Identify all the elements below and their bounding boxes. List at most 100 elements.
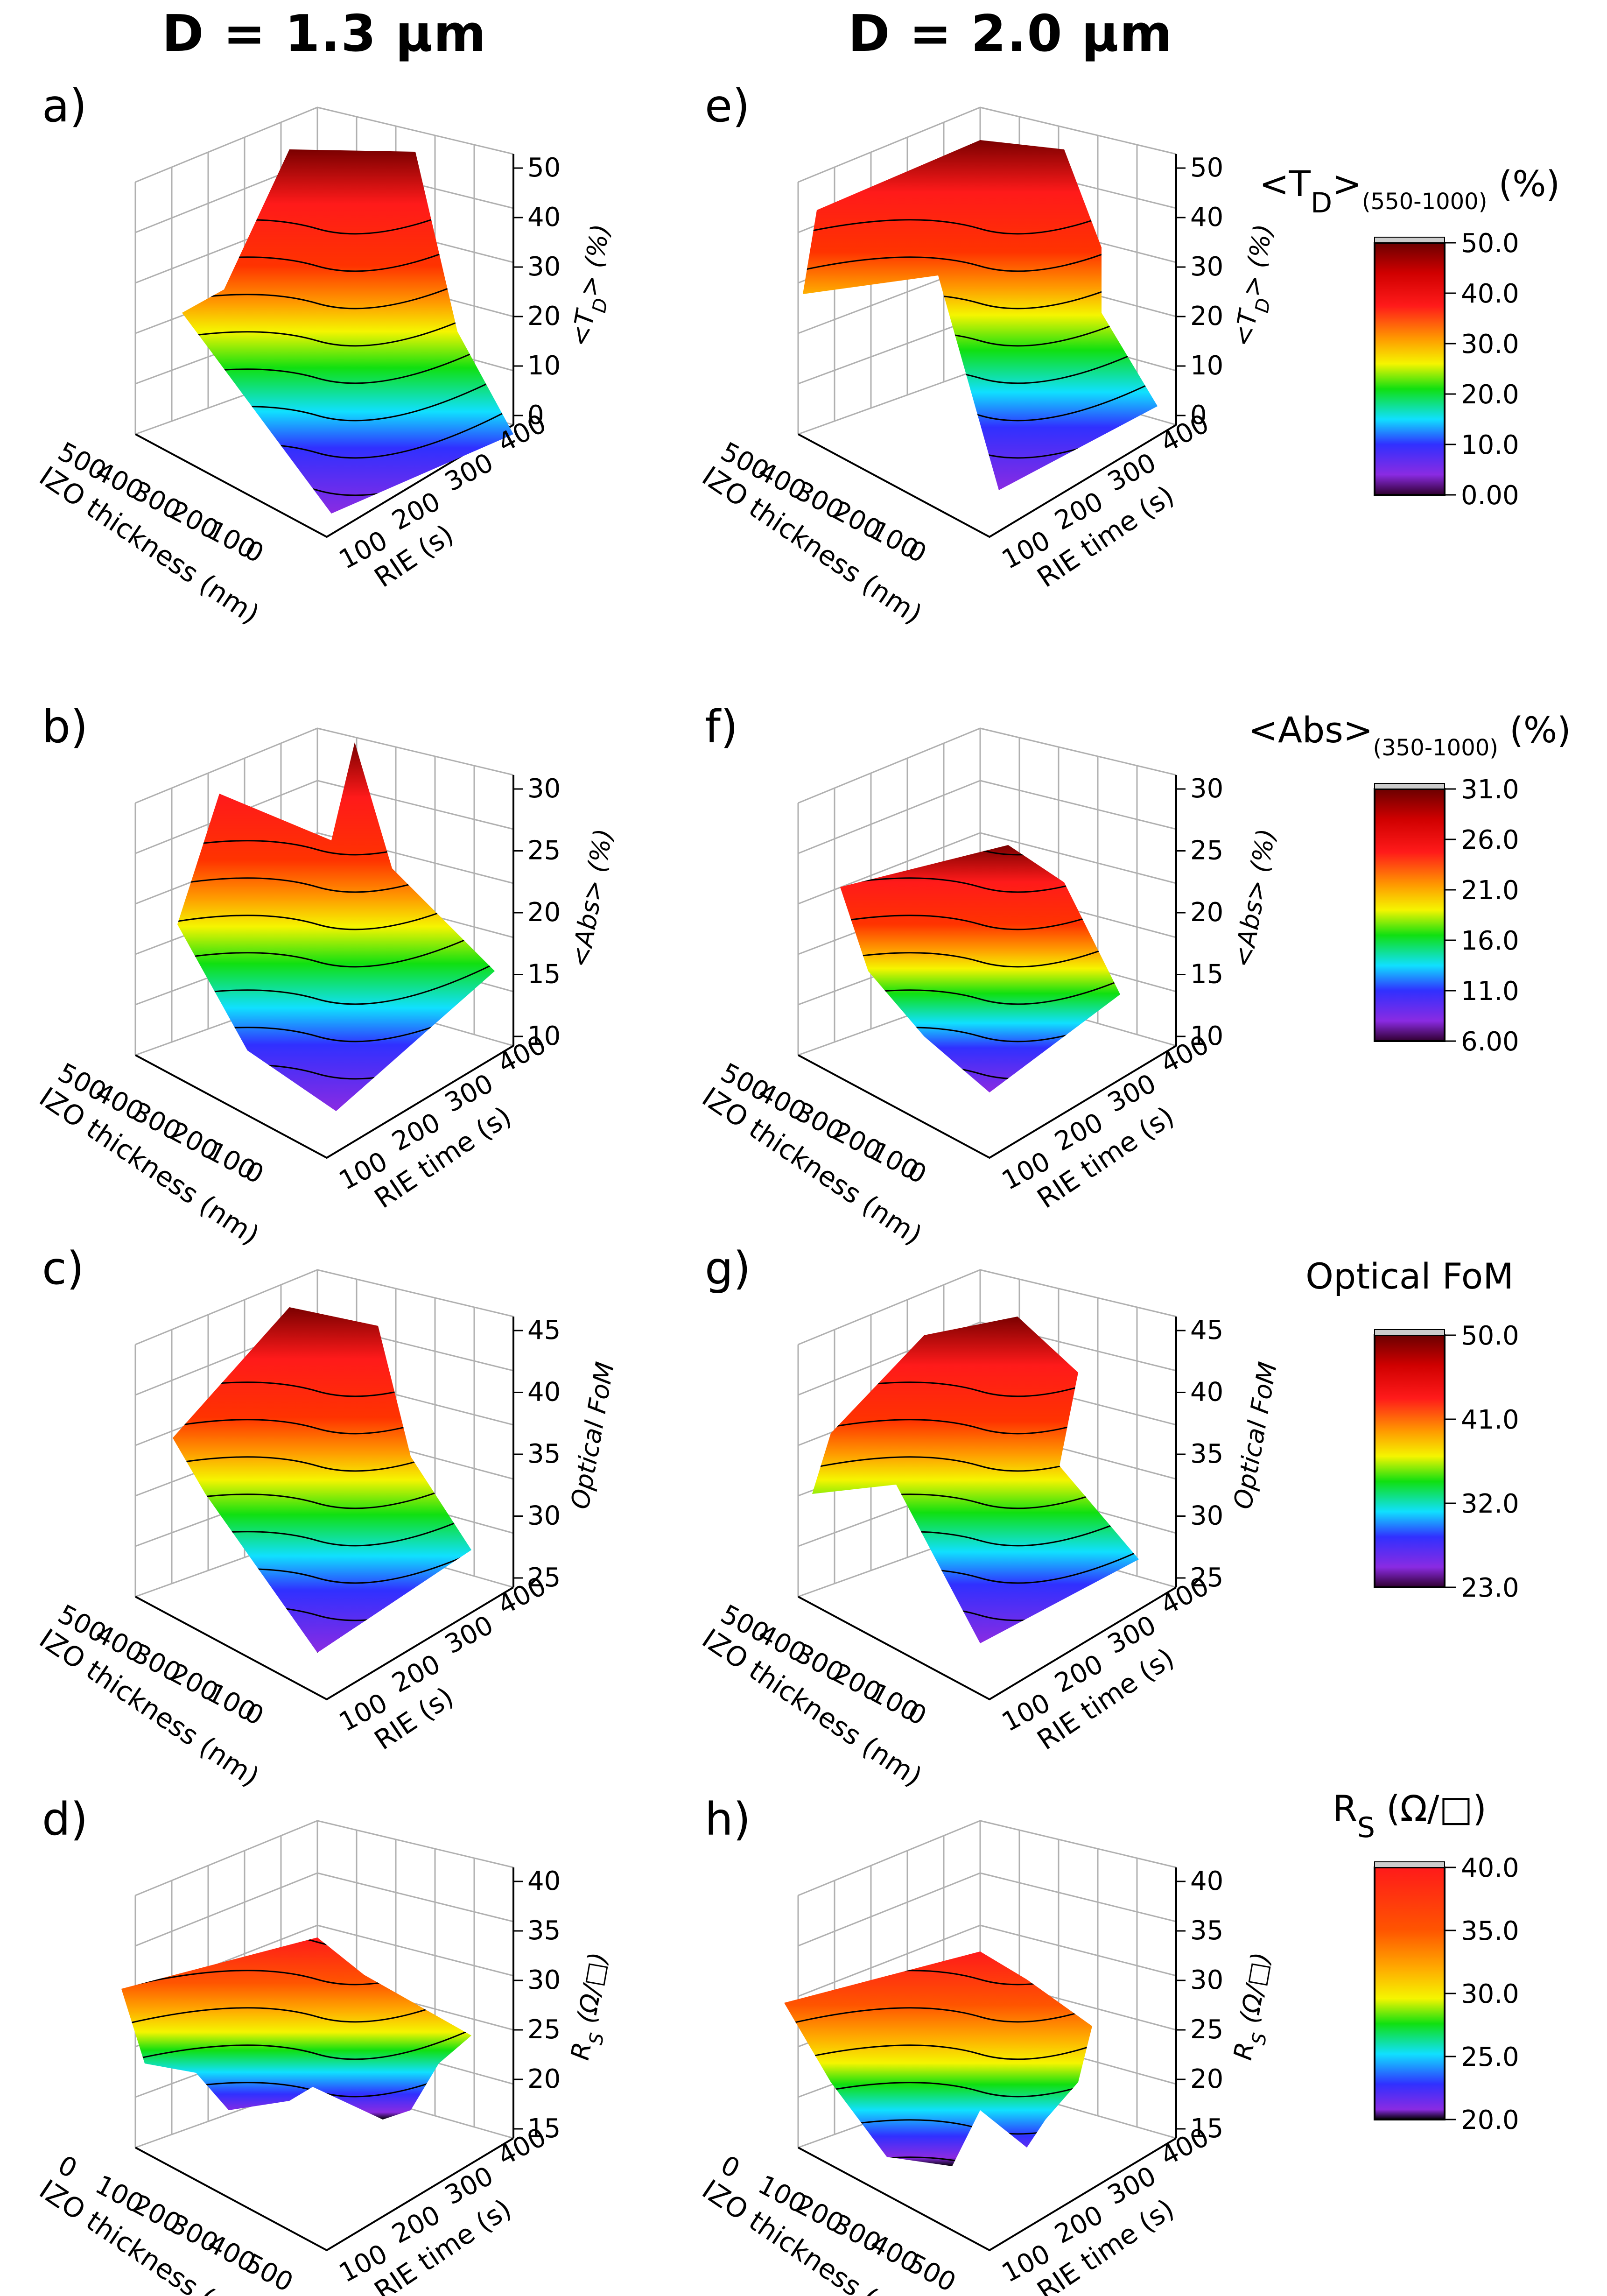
- z-axis-label: <TD> (%): [1228, 222, 1288, 350]
- colorbar-tick-label: 20.0: [1461, 380, 1519, 410]
- floor-axes: [135, 1045, 514, 1159]
- colorbar-tick-label: 30.0: [1461, 1979, 1519, 2009]
- colorbar-0: 50.0 40.0 30.0 20.0 10.0 0.00 <TD>(550-1000) (…: [1259, 163, 1560, 511]
- panel-label: b): [42, 701, 88, 753]
- colorbar-cap: [1374, 783, 1445, 789]
- z-tick-label: 40: [1190, 1377, 1223, 1408]
- z-tick-label: 20: [1190, 897, 1223, 928]
- grid-line: [798, 1872, 981, 1947]
- floor-axes: [135, 2137, 514, 2252]
- axis-lines: [135, 1867, 514, 2252]
- panel-label: c): [42, 1242, 84, 1295]
- grid-line: [317, 1872, 514, 1923]
- panel-label: e): [705, 80, 750, 132]
- floor-axes: [798, 1045, 1177, 1159]
- y-tick-label: 300: [440, 1610, 498, 1660]
- colorbar-title: RS (Ω/□): [1333, 1788, 1487, 1844]
- y-axis-label: RIE time (s): [1032, 2193, 1180, 2296]
- z-tick-label: 45: [527, 1315, 561, 1345]
- z-tick-label: 0: [1190, 400, 1207, 430]
- y-axis-label: RIE time (s): [1032, 479, 1180, 594]
- colorbar-title: <Abs>(350-1000) (%): [1248, 709, 1571, 761]
- colorbar-tick-label: 23.0: [1461, 1573, 1519, 1603]
- colorbar-title: <TD>(550-1000) (%): [1259, 163, 1560, 219]
- z-tick-label: 25: [1190, 2014, 1223, 2045]
- axis-lines: [798, 1867, 1177, 2252]
- colorbar-gradient: [1374, 1334, 1446, 1588]
- colorbar-tick-label: 40.0: [1461, 279, 1519, 309]
- surface: [173, 1307, 471, 1653]
- z-tick-label: 15: [527, 2113, 561, 2144]
- z-tick-label: 50: [1190, 153, 1223, 183]
- colorbar-cap: [1374, 1329, 1445, 1336]
- floor-axes: [798, 424, 1177, 538]
- contour-line: [784, 1955, 1092, 2032]
- colorbar-tick-label: 32.0: [1461, 1489, 1519, 1519]
- z-tick-label: 10: [527, 1021, 561, 1051]
- contour-line: [784, 1993, 1092, 2069]
- z-tick-label: 30: [1190, 252, 1223, 282]
- floor-axes: [798, 1586, 1177, 1701]
- axis-lines: [798, 775, 1177, 1159]
- colorbar-gradient: [1374, 1866, 1446, 2120]
- axis-lines: [135, 775, 514, 1159]
- surface: [121, 1937, 471, 2120]
- colorbar-tick-label: 35.0: [1461, 1916, 1519, 1946]
- grid-line: [980, 832, 1177, 884]
- z-tick-label: 20: [1190, 2064, 1223, 2094]
- colorbar-tick-label: 16.0: [1461, 926, 1519, 956]
- surface: [177, 742, 495, 1111]
- colorbar-tick-label: 6.00: [1461, 1027, 1519, 1057]
- column-title-d13: D = 1.3 µm: [161, 5, 487, 63]
- z-tick-label: 25: [527, 1563, 561, 1593]
- panel-label: g): [705, 1242, 751, 1295]
- z-tick-label: 25: [527, 2014, 561, 2045]
- z-tick-label: 45: [1190, 1315, 1223, 1345]
- panel-label: d): [42, 1793, 88, 1845]
- contour-line: [121, 1993, 471, 2069]
- y-axis-label: RIE time (s): [1032, 1642, 1180, 1756]
- colorbar-cap: [1374, 1861, 1445, 1868]
- z-tick-label: 30: [527, 252, 561, 282]
- colorbar-1: 31.0 26.0 21.0 16.0 11.0 6.00 <Abs>(350-1000) …: [1248, 709, 1571, 1057]
- colorbar-tick-label: 50.0: [1461, 1321, 1519, 1351]
- surface: [812, 1317, 1139, 1643]
- z-tick-label: 20: [1190, 301, 1223, 331]
- colorbar-tick-label: 30.0: [1461, 329, 1519, 359]
- z-tick-label: 35: [1190, 1439, 1223, 1469]
- z-axis-label: <TD> (%): [565, 222, 625, 350]
- colorbar-tick-label: 0.00: [1461, 480, 1519, 511]
- z-tick-label: 15: [527, 959, 561, 990]
- x-axis-label: IZO thickness (nm): [34, 2173, 265, 2296]
- z-tick-label: 25: [527, 836, 561, 866]
- grid-line: [980, 1924, 1177, 1977]
- grid-line: [798, 1924, 981, 1997]
- surface: [803, 140, 1158, 490]
- panel-label: f): [705, 701, 738, 753]
- x-axis-label: IZO thickness (nm): [696, 2173, 928, 2296]
- grid-line: [980, 1872, 1177, 1923]
- grid-line: [135, 1872, 318, 1947]
- colorbar-tick-label: 41.0: [1461, 1405, 1519, 1435]
- grid-line: [317, 1924, 514, 1977]
- z-axis-label: RS (Ω/□): [1228, 1950, 1285, 2064]
- z-tick-label: 30: [527, 774, 561, 804]
- z-tick-label: 30: [527, 1965, 561, 1995]
- colorbar-tick-label: 31.0: [1461, 775, 1519, 805]
- z-tick-label: 35: [527, 1916, 561, 1946]
- z-tick-label: 30: [1190, 1501, 1223, 1531]
- z-tick-label: 20: [527, 897, 561, 928]
- surface: [784, 1951, 1092, 2166]
- grid-line: [798, 832, 981, 905]
- z-tick-label: 40: [1190, 202, 1223, 232]
- colorbar-3: 40.0 35.0 30.0 25.0 20.0 RS (Ω/□): [1333, 1788, 1519, 2135]
- z-tick-label: 35: [527, 1439, 561, 1469]
